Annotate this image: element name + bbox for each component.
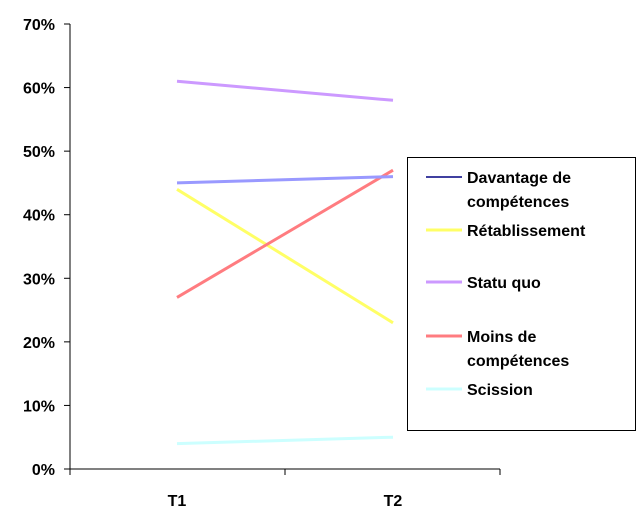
series-line-r-tablissement <box>176 188 394 325</box>
legend-box <box>407 157 636 431</box>
legend-label: Davantage de <box>467 170 571 187</box>
y-tick-label: 20% <box>23 335 55 352</box>
y-tick-label: 60% <box>23 81 55 98</box>
x-axis-ticks: T1 T2 <box>69 469 501 509</box>
y-tick-label: 0% <box>32 462 55 479</box>
series-line-moins-de-comp-tences <box>176 168 394 299</box>
x-tick-label: T2 <box>384 493 403 509</box>
series-line-davantage-de-comp-tences <box>176 175 394 185</box>
legend-label: compétences <box>467 194 569 211</box>
y-axis-ticks: 0% 10% 20% 30% 40% 50% 60% 70% <box>23 17 70 479</box>
y-tick-label: 70% <box>23 17 55 34</box>
series-lines <box>176 79 394 446</box>
x-tick-label: T1 <box>168 493 187 509</box>
legend-label: Scission <box>467 382 533 399</box>
series-line-scission <box>176 435 394 446</box>
legend-label: Rétablissement <box>467 223 586 240</box>
legend: Davantage de compétences Rétablissement Sta… <box>407 157 636 431</box>
legend-label: Moins de <box>467 329 536 346</box>
y-tick-label: 50% <box>23 144 55 161</box>
series-line-statu-quo <box>176 79 394 102</box>
legend-label: Statu quo <box>467 275 541 292</box>
y-tick-label: 40% <box>23 208 55 225</box>
y-tick-label: 30% <box>23 271 55 288</box>
legend-label: compétences <box>467 353 569 370</box>
y-tick-label: 10% <box>23 398 55 415</box>
